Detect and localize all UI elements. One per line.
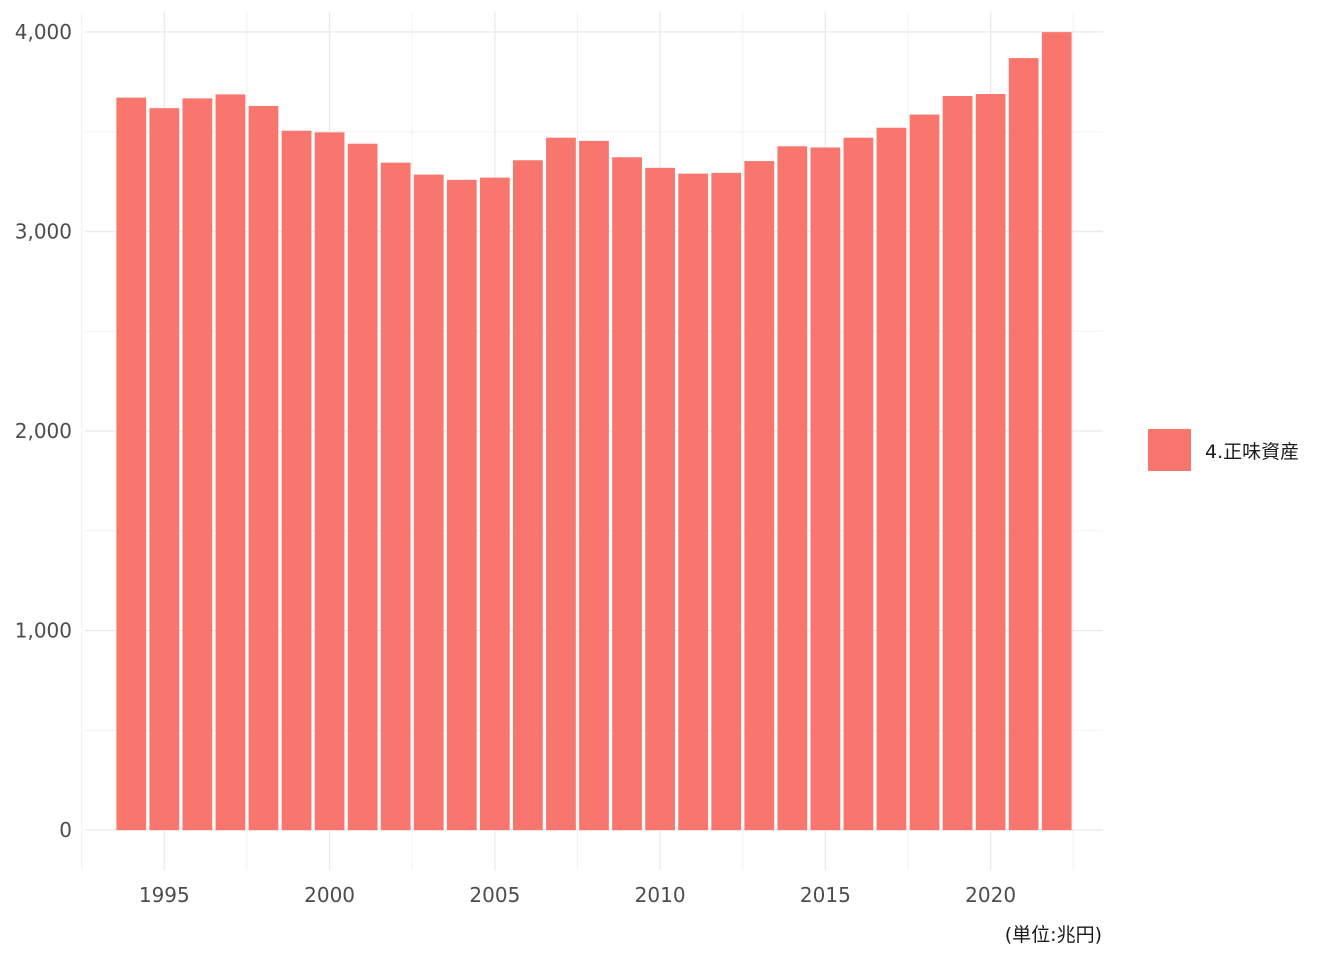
- bar-2005: [479, 177, 510, 831]
- y-axis-ticks: 0 1,000 2,000 3,000 4,000: [15, 20, 72, 842]
- bar-2017: [876, 127, 907, 831]
- x-tick-label: 2020: [965, 883, 1016, 907]
- x-tick-label: 1995: [139, 883, 190, 907]
- y-tick-label: 1,000: [15, 619, 72, 643]
- y-tick-label: 2,000: [15, 419, 72, 443]
- bar-2003: [413, 174, 444, 831]
- bar-2021: [1008, 58, 1039, 831]
- bar-2008: [579, 140, 609, 831]
- bar-2018: [909, 114, 940, 831]
- legend-label: 4.正味資産: [1205, 441, 1299, 463]
- legend-key: [1148, 429, 1191, 471]
- bar-2004: [446, 179, 477, 831]
- bar-1996: [182, 98, 213, 831]
- bar-2019: [942, 96, 973, 831]
- bar-2009: [612, 157, 642, 831]
- bar-2002: [380, 162, 411, 831]
- bar-1998: [248, 105, 279, 831]
- y-tick-label: 3,000: [15, 219, 72, 243]
- x-axis-ticks: 1995 2000 2005 2010 2015 2020: [139, 883, 1016, 907]
- bar-2011: [678, 173, 709, 831]
- bar-1994: [116, 97, 147, 831]
- bar-1997: [215, 94, 246, 831]
- unit-caption: (単位:兆円): [1005, 924, 1102, 946]
- y-tick-label: 4,000: [15, 20, 72, 44]
- x-tick-label: 2005: [469, 883, 520, 907]
- bar-2022: [1041, 32, 1072, 831]
- bar-2020: [975, 94, 1006, 831]
- legend: 4.正味資産: [1148, 429, 1299, 471]
- bar-2007: [546, 137, 576, 831]
- bar-2010: [645, 167, 675, 831]
- x-tick-label: 2015: [800, 883, 851, 907]
- bar-2000: [314, 132, 345, 831]
- bar-2013: [744, 161, 775, 831]
- bar-1999: [281, 130, 312, 831]
- bar-1995: [149, 108, 180, 831]
- y-tick-label: 0: [59, 818, 72, 842]
- bars-layer: [116, 32, 1072, 831]
- x-tick-label: 2010: [635, 883, 686, 907]
- x-tick-label: 2000: [304, 883, 355, 907]
- bar-2015: [810, 147, 841, 831]
- bar-2001: [347, 143, 378, 831]
- bar-2012: [711, 172, 742, 831]
- bar-2014: [777, 146, 808, 831]
- bar-2016: [843, 137, 874, 831]
- bar-2006: [513, 160, 543, 831]
